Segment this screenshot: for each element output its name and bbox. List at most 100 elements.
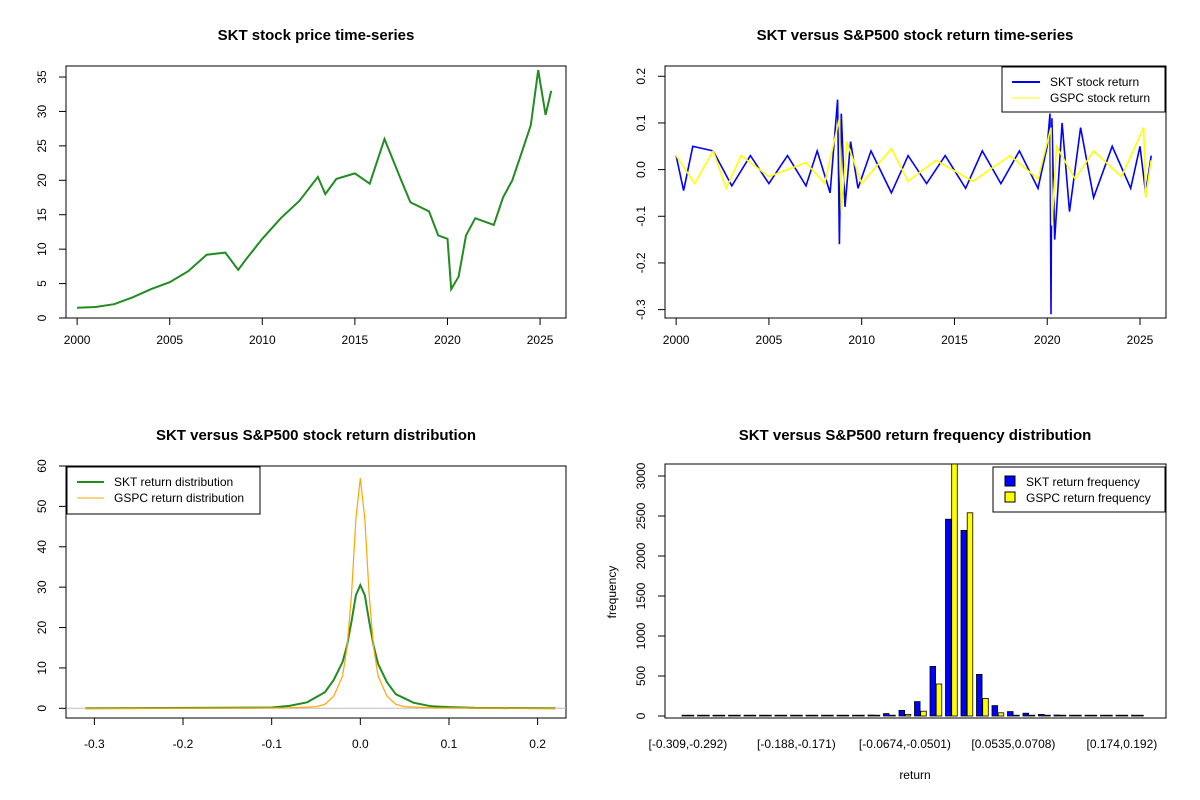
x-tick-label-5: [0.174,0.192) <box>1087 737 1158 751</box>
chart-title-returns: SKT versus S&P500 stock return time-seri… <box>757 27 1074 44</box>
x-tick-label-0.1: 0.1 <box>441 737 458 751</box>
bar-skt-28 <box>1115 714 1122 717</box>
bar-skt-22 <box>1022 712 1029 717</box>
x-tick-label-2025: 2025 <box>527 333 554 347</box>
y-tick-label-500: 500 <box>634 666 648 686</box>
bar-gspc-1 <box>703 714 710 717</box>
y-axis-returns: -0.3 -0.2 -0.1 0.0 0.1 0.2 <box>634 68 666 320</box>
bar-gspc-18 <box>966 512 974 717</box>
x-tick-label-0.2: 0.2 <box>529 737 546 751</box>
bar-skt-15 <box>914 701 921 717</box>
y-tick-label-0: 0 <box>634 712 648 719</box>
chart-title-frequency: SKT versus S&P500 return frequency distr… <box>739 427 1092 444</box>
panel-frequency: SKT versus S&P500 return frequency distr… <box>605 427 1167 782</box>
y-tick-label-30: 30 <box>35 580 49 594</box>
x-tick-label-2005: 2005 <box>156 333 183 347</box>
bar-skt-29 <box>1131 714 1138 717</box>
y-tick-label-2500: 2500 <box>634 502 648 529</box>
x-tick-label-neg-0.2: -0.2 <box>173 737 194 751</box>
legend-density: SKT return distribution GSPC return dist… <box>66 466 261 515</box>
x-tick-label-1: [-0.309,-0.292) <box>649 737 728 751</box>
x-axis-density: -0.3 -0.2 -0.1 0.0 0.1 0.2 <box>84 717 546 751</box>
bar-gspc-9 <box>827 714 834 717</box>
bar-skt-3 <box>728 714 735 717</box>
y-tick-label-neg-0.2: -0.2 <box>634 252 648 273</box>
chart-title-density: SKT versus S&P500 stock return distribut… <box>156 427 476 444</box>
y-tick-label-neg-0.1: -0.1 <box>634 206 648 227</box>
x-axis-price: 2000 2005 2010 2015 2020 2025 <box>64 317 554 347</box>
legend-label-gspc: GSPC stock return <box>1050 91 1150 105</box>
x-tick-label-neg-0.3: -0.3 <box>84 737 105 751</box>
legend-swatch-skt <box>1004 475 1016 487</box>
legend-label-gspc: GSPC return distribution <box>114 491 244 505</box>
x-tick-label-0.0: 0.0 <box>352 737 369 751</box>
bar-skt-26 <box>1084 714 1091 717</box>
chart-title-price: SKT stock price time-series <box>218 27 415 44</box>
x-tick-label-2010: 2010 <box>249 333 276 347</box>
bar-gspc-12 <box>873 714 881 717</box>
bar-gspc-23 <box>1044 714 1051 717</box>
bar-gspc-14 <box>904 714 912 717</box>
bar-gspc-5 <box>765 714 772 717</box>
y-tick-label-30: 30 <box>35 104 49 118</box>
bar-skt-24 <box>1053 714 1060 717</box>
y-tick-label-2000: 2000 <box>634 542 648 569</box>
bar-gspc-29 <box>1137 714 1144 717</box>
bar-skt-11 <box>852 714 859 717</box>
x-tick-label-2: [-0.188,-0.171) <box>757 737 836 751</box>
bar-gspc-20 <box>997 712 1005 717</box>
x-axis-returns: 2000 2005 2010 2015 2020 2025 <box>663 317 1154 347</box>
x-tick-label-2005: 2005 <box>756 333 783 347</box>
x-tick-label-2020: 2020 <box>1034 333 1061 347</box>
y-tick-label-20: 20 <box>35 621 49 635</box>
series-line-gspc-density <box>85 478 556 709</box>
x-tick-label-4: [0.0535,0.0708) <box>971 737 1055 751</box>
y-tick-label-0.0: 0.0 <box>634 161 648 178</box>
bar-skt-4 <box>743 714 750 717</box>
panel-returns: SKT versus S&P500 stock return time-seri… <box>634 27 1167 347</box>
bar-gspc-6 <box>780 714 788 717</box>
y-tick-label-1500: 1500 <box>634 582 648 609</box>
y-tick-label-0.2: 0.2 <box>634 68 648 85</box>
y-tick-label-3000: 3000 <box>634 462 648 489</box>
y-axis-frequency: 0 500 1000 1500 2000 2500 3000 frequency <box>605 462 666 719</box>
bar-gspc-22 <box>1028 714 1036 717</box>
bar-skt-14 <box>898 710 905 717</box>
legend-swatch-gspc <box>1004 491 1016 503</box>
bar-skt-2 <box>712 714 719 717</box>
bar-skt-8 <box>805 714 812 717</box>
x-axis-frequency: [-0.309,-0.292) [-0.188,-0.171) [-0.0674… <box>649 737 1158 782</box>
y-tick-label-20: 20 <box>35 173 49 187</box>
bar-skt-6 <box>774 714 781 717</box>
y-tick-label-0: 0 <box>35 314 49 321</box>
panel-density: SKT versus S&P500 stock return distribut… <box>35 427 567 751</box>
legend-frequency: SKT return frequency GSPC return frequen… <box>992 466 1166 513</box>
bar-skt-5 <box>759 714 766 717</box>
x-tick-label-2000: 2000 <box>663 333 690 347</box>
bar-skt-13 <box>883 713 890 717</box>
x-axis-label: return <box>899 768 930 782</box>
legend-label-skt: SKT return frequency <box>1026 475 1140 489</box>
bar-skt-9 <box>821 714 828 717</box>
bar-skt-27 <box>1100 714 1107 717</box>
y-tick-label-5: 5 <box>35 280 49 287</box>
series-line-gspc-return <box>675 118 1152 226</box>
legend-returns: SKT stock return GSPC stock return <box>1001 66 1166 113</box>
bar-gspc-16 <box>935 683 943 717</box>
bar-gspc-19 <box>982 698 989 717</box>
series-line-skt-density <box>85 582 556 710</box>
y-tick-label-10: 10 <box>35 661 49 675</box>
panel-price: SKT stock price time-series 2000 2005 20… <box>35 27 567 347</box>
y-tick-label-10: 10 <box>35 242 49 256</box>
bar-skt-16 <box>929 666 936 717</box>
bar-skt-1 <box>697 714 704 717</box>
series-line-skt-price <box>77 69 553 309</box>
bar-gspc-8 <box>811 714 819 717</box>
y-axis-density: 0 10 20 30 40 50 60 <box>35 459 67 712</box>
legend-box <box>1001 66 1166 113</box>
bar-skt-23 <box>1038 714 1045 717</box>
bar-skt-25 <box>1069 714 1076 717</box>
bar-skt-18 <box>960 530 967 717</box>
